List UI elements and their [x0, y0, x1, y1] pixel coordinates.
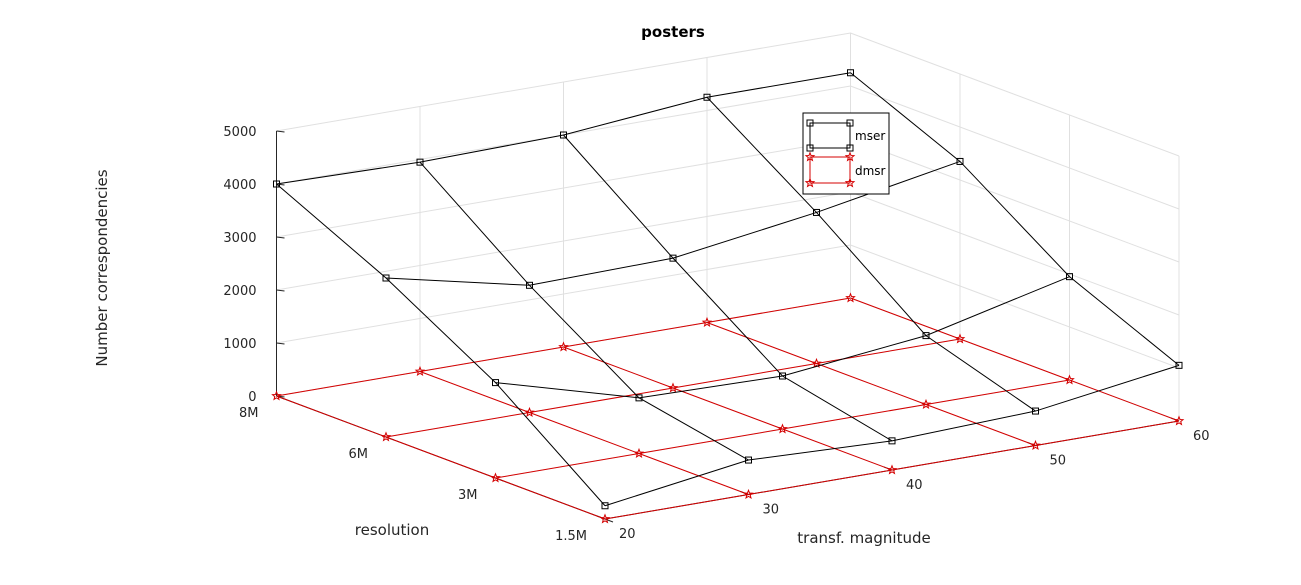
series-line-mser [276, 183, 606, 507]
x-axis-label: transf. magnitude [797, 529, 930, 547]
data-point-square [813, 208, 820, 216]
x-tick-label: 60 [1193, 429, 1210, 444]
legend-swatch-mser [809, 122, 851, 149]
data-point-square [806, 144, 814, 152]
data-point-square [703, 93, 711, 101]
data-point-star [380, 431, 392, 442]
legend[interactable]: mser dmsr [802, 112, 890, 195]
data-point-star [844, 177, 856, 188]
series-line-dmsr [850, 297, 1180, 422]
series-line-mser [706, 96, 1036, 412]
z-axis-label: Number correspondencies [93, 169, 111, 366]
data-point-square [273, 180, 280, 188]
data-layer [271, 69, 1185, 524]
data-point-square [846, 144, 854, 152]
data-point-square [492, 379, 499, 387]
series-line-dmsr [419, 371, 749, 495]
grid-line-z [276, 244, 1180, 369]
data-point-square [382, 274, 390, 282]
series-line-mser [419, 161, 749, 461]
data-point-square [416, 158, 424, 166]
series-line-dmsr [706, 322, 1036, 446]
data-point-star [845, 292, 856, 303]
x-tick-label: 40 [906, 478, 923, 493]
grid-line-z [276, 32, 1180, 157]
data-point-star [701, 316, 713, 328]
data-point-star [886, 464, 898, 475]
legend-entry-mser: mser [806, 119, 885, 152]
data-point-square [888, 437, 896, 445]
legend-label-dmsr: dmsr [855, 164, 886, 178]
data-point-star [777, 423, 788, 434]
data-point-star [524, 406, 535, 418]
series-line-dmsr [276, 395, 606, 520]
series-line-mser [563, 134, 893, 442]
data-point-square [806, 119, 814, 127]
data-point-star [599, 513, 611, 524]
data-point-star [490, 472, 501, 483]
data-point-star [804, 151, 816, 162]
data-point-star [414, 365, 426, 377]
legend-entry-dmsr: dmsr [804, 151, 886, 188]
data-point-square [779, 372, 786, 380]
data-point-square [956, 157, 964, 165]
y-tick-label: 3M [458, 488, 478, 503]
legend-box [802, 112, 890, 195]
y-axis-label: resolution [355, 521, 429, 539]
x-tick-label: 30 [763, 503, 780, 518]
data-point-star [1064, 374, 1075, 385]
data-point-star [920, 398, 932, 410]
data-point-square [1032, 407, 1039, 415]
data-point-star [954, 333, 966, 344]
data-point-square [745, 456, 752, 464]
data-point-square [669, 254, 677, 262]
z-tick-label: 0 [248, 390, 256, 405]
series-dmsr [271, 292, 1185, 524]
data-point-square [847, 69, 854, 77]
data-point-square [601, 502, 609, 510]
y-tick-label: 6M [349, 447, 369, 462]
z-tick-label: 3000 [223, 231, 256, 246]
data-point-square [560, 131, 567, 139]
series-line-dmsr [563, 346, 893, 471]
legend-label-mser: mser [855, 129, 885, 143]
data-point-star [271, 390, 282, 401]
x-tick-label: 50 [1050, 454, 1067, 469]
data-point-square [1066, 273, 1073, 281]
data-point-star [667, 382, 679, 393]
legend-swatch-dmsr [809, 156, 851, 184]
data-point-square [526, 281, 533, 289]
z-tick-mark [276, 289, 285, 292]
data-point-star [1030, 439, 1041, 451]
grid-line-z [276, 85, 1180, 210]
z-tick-label: 1000 [223, 337, 256, 352]
data-point-star [844, 151, 856, 162]
data-point-star [633, 447, 645, 459]
z-tick-mark [276, 130, 285, 133]
y-tick-label: 8M [239, 406, 259, 421]
data-point-star [811, 357, 822, 369]
data-point-star [558, 341, 569, 352]
series-mser [273, 69, 1183, 510]
y-tick-label: 1.5M [555, 529, 587, 544]
z-tick-mark [276, 236, 285, 239]
z-tick-label: 2000 [223, 284, 256, 299]
data-point-square [1175, 361, 1183, 369]
z-tick-label: 5000 [223, 125, 256, 140]
data-point-square [922, 332, 930, 340]
z-tick-label: 4000 [223, 178, 256, 193]
series-line-mser [850, 72, 1180, 366]
data-point-star [1173, 415, 1185, 426]
data-point-square [846, 119, 854, 127]
chart-title: posters [641, 23, 705, 41]
data-point-star [804, 177, 816, 188]
data-point-star [743, 488, 754, 500]
data-point-square [635, 394, 643, 402]
x-tick-label: 20 [619, 527, 636, 542]
z-tick-mark [276, 342, 285, 345]
